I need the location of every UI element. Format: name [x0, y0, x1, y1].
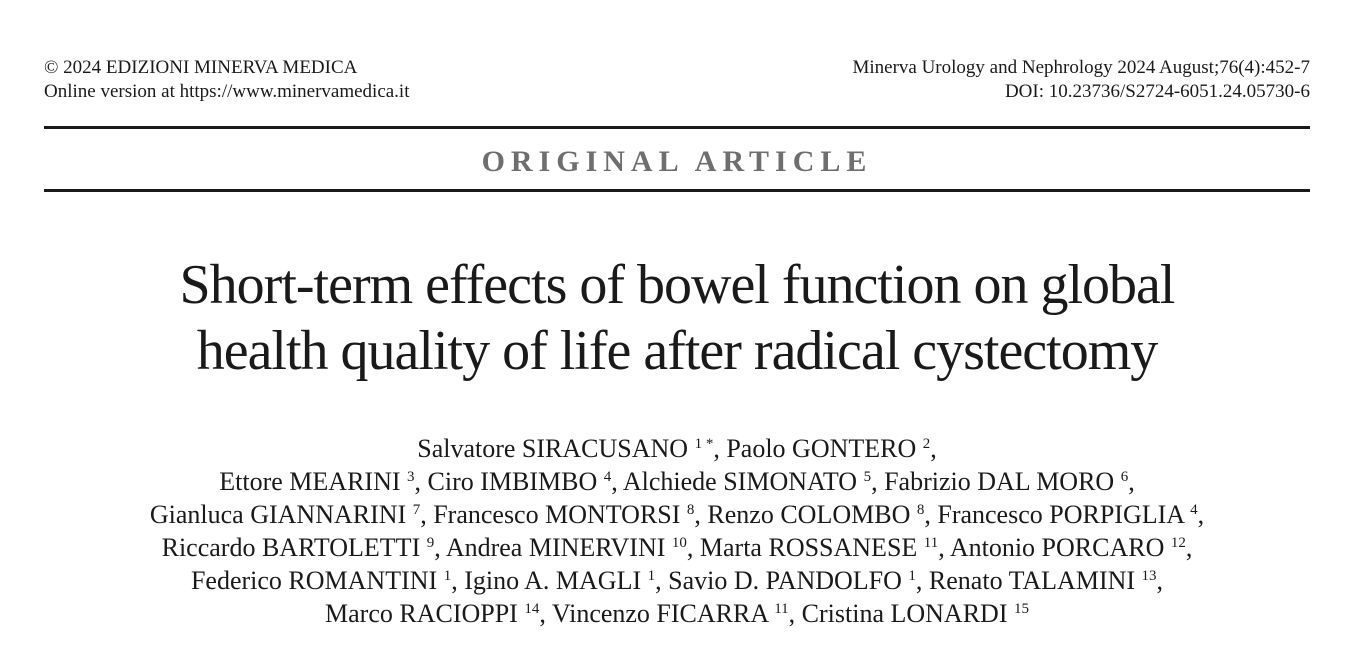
author-name: Vincenzo FICARRA: [551, 599, 768, 628]
author-name: Marta ROSSANESE: [699, 533, 918, 562]
author-name: Igino A. MAGLI: [464, 566, 642, 595]
author-affiliation: 11: [774, 601, 789, 617]
author-separator: ,: [930, 434, 937, 463]
author-name: Gianluca GIANNARINI: [149, 500, 407, 529]
author-name: Riccardo BARTOLETTI: [161, 533, 421, 562]
top-rule: [44, 126, 1310, 129]
author-name: Ciro IMBIMBO: [427, 467, 598, 496]
title-line-2: health quality of life after radical cys…: [196, 320, 1159, 382]
section-label: ORIGINAL ARTICLE: [481, 145, 873, 178]
author-name: Francesco MONTORSI: [433, 500, 681, 529]
author-affiliation: 10: [671, 535, 687, 551]
author-affiliation: 1: [443, 568, 452, 584]
author-separator: ,: [414, 467, 428, 496]
author-line: Salvatore SIRACUSANO 1 *, Paolo GONTERO …: [30, 432, 1324, 465]
author-affiliation: 1: [647, 568, 656, 584]
title-line-1: Short-term effects of bowel function on …: [179, 254, 1176, 316]
author-separator: ,: [871, 467, 885, 496]
author-separator: ,: [539, 599, 552, 628]
author-affiliation: 7: [412, 502, 421, 518]
author-name: Alchiede SIMONATO: [622, 467, 858, 496]
author-separator: ,: [420, 500, 434, 529]
header-left: © 2024 EDIZIONI MINERVA MEDICA Online ve…: [44, 56, 410, 104]
author-separator: ,: [938, 533, 950, 562]
author-line: Marco RACIOPPI 14, Vincenzo FICARRA 11, …: [30, 597, 1324, 630]
author-name: Antonio PORCARO: [949, 533, 1165, 562]
author-name: Marco RACIOPPI: [325, 599, 518, 628]
author-separator: ,: [924, 500, 938, 529]
author-name: Cristina LONARDI: [801, 599, 1008, 628]
author-line: Gianluca GIANNARINI 7, Francesco MONTORS…: [30, 498, 1324, 531]
author-affiliation: 13: [1141, 568, 1157, 584]
author-affiliation: 9: [426, 535, 435, 551]
bottom-rule: [44, 189, 1310, 192]
author-list: Salvatore SIRACUSANO 1 *, Paolo GONTERO …: [30, 432, 1324, 630]
doi-line: DOI: 10.23736/S2724-6051.24.05730-6: [1004, 81, 1310, 102]
author-separator: ,: [655, 566, 669, 595]
author-affiliation: 3: [407, 469, 415, 485]
author-name: Federico ROMANTINI: [190, 566, 438, 595]
author-name: Paolo GONTERO: [726, 434, 917, 463]
author-name: Renato TALAMINI: [928, 566, 1136, 595]
online-version-line: Online version at https://www.minervamed…: [44, 81, 410, 102]
author-name: Andrea MINERVINI: [445, 533, 666, 562]
author-affiliation: 4: [1190, 502, 1198, 518]
author-affiliation: 8: [686, 502, 695, 518]
author-affiliation: 12: [1170, 535, 1186, 551]
author-affiliation: 14: [524, 601, 540, 617]
author-line: Riccardo BARTOLETTI 9, Andrea MINERVINI …: [30, 531, 1324, 564]
author-separator: ,: [713, 434, 727, 463]
author-line: Ettore MEARINI 3, Ciro IMBIMBO 4, Alchie…: [30, 465, 1324, 498]
author-name: Francesco PORPIGLIA: [937, 500, 1184, 529]
author-separator: ,: [611, 467, 623, 496]
author-separator: ,: [694, 500, 708, 529]
author-affiliation: 6: [1120, 469, 1129, 485]
citation-line: Minerva Urology and Nephrology 2024 Augu…: [852, 57, 1310, 78]
author-separator: ,: [434, 533, 446, 562]
author-affiliation: 11: [923, 535, 939, 551]
author-line: Federico ROMANTINI 1, Igino A. MAGLI 1, …: [30, 564, 1324, 597]
author-affiliation: 2: [922, 436, 931, 452]
author-affiliation: 15: [1013, 601, 1029, 617]
author-separator: ,: [915, 566, 929, 595]
author-affiliation: 8: [916, 502, 925, 518]
author-name: Savio D. PANDOLFO: [668, 566, 902, 595]
author-name: Renzo COLOMBO: [707, 500, 911, 529]
author-affiliation: 5: [863, 469, 872, 485]
author-separator: ,: [686, 533, 700, 562]
author-separator: ,: [1156, 566, 1164, 595]
author-affiliation: 1: [908, 568, 916, 584]
author-name: Ettore MEARINI: [219, 467, 401, 496]
article-title: Short-term effects of bowel function on …: [44, 252, 1310, 384]
author-separator: ,: [788, 599, 802, 628]
author-separator: ,: [1197, 500, 1205, 529]
author-name: Fabrizio DAL MORO: [884, 467, 1115, 496]
copyright-line: © 2024 EDIZIONI MINERVA MEDICA: [44, 57, 358, 78]
author-name: Salvatore SIRACUSANO: [417, 434, 689, 463]
header-right: Minerva Urology and Nephrology 2024 Augu…: [852, 56, 1310, 104]
author-affiliation: 1 *: [694, 436, 714, 452]
author-separator: ,: [1185, 533, 1193, 562]
author-separator: ,: [1128, 467, 1135, 496]
author-affiliation: 4: [603, 469, 612, 485]
author-separator: ,: [451, 566, 465, 595]
